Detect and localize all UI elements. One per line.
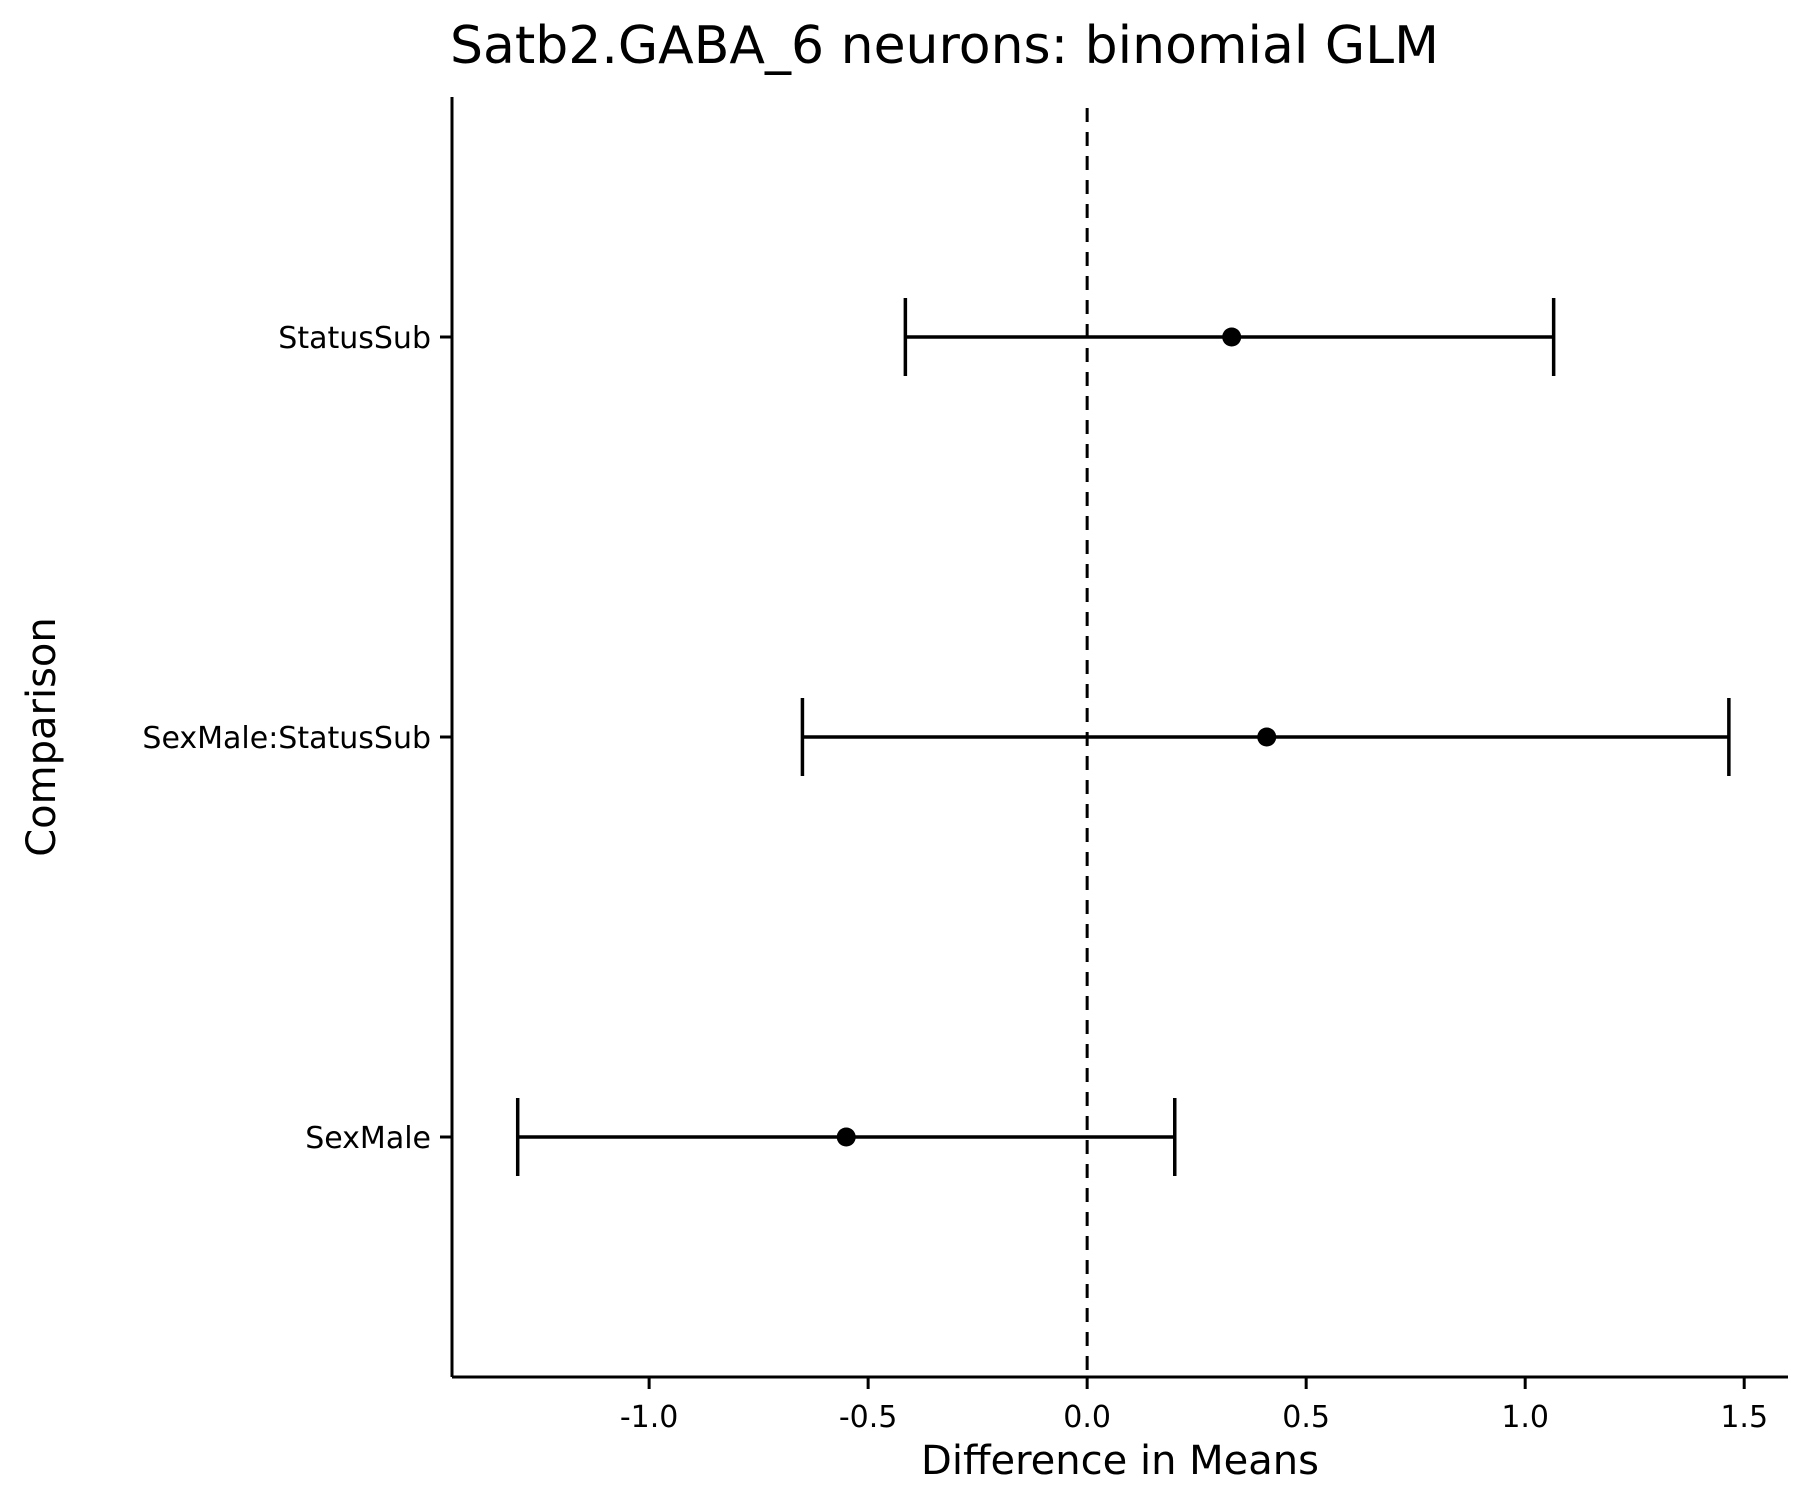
point-estimate — [836, 1127, 856, 1147]
point-estimate — [1222, 327, 1242, 347]
estimate-row — [515, 1098, 1177, 1176]
x-tick-label: 1.5 — [1720, 1400, 1768, 1435]
estimate-marks — [515, 298, 1731, 1176]
point-estimate — [1257, 727, 1277, 747]
y-axis-ticks: StatusSub SexMale:StatusSub SexMale — [142, 321, 452, 1156]
estimate-row — [903, 298, 1556, 376]
y-tick-label: StatusSub — [278, 321, 431, 356]
x-tick-label: -0.5 — [839, 1400, 898, 1435]
y-tick-label: SexMale:StatusSub — [142, 721, 431, 756]
y-tick-label: SexMale — [305, 1121, 431, 1156]
chart-title: Satb2.GABA_6 neurons: binomial GLM — [450, 16, 1439, 76]
x-tick-label: -1.0 — [620, 1400, 679, 1435]
x-tick-label: 0.0 — [1063, 1400, 1111, 1435]
x-axis-title: Difference in Means — [921, 1438, 1319, 1484]
y-axis-title: Comparison — [19, 617, 65, 857]
x-axis-ticks: -1.0 -0.5 0.0 0.5 1.0 1.5 — [620, 1377, 1768, 1435]
x-tick-label: 1.0 — [1501, 1400, 1549, 1435]
estimate-row — [800, 698, 1731, 776]
x-tick-label: 0.5 — [1282, 1400, 1330, 1435]
